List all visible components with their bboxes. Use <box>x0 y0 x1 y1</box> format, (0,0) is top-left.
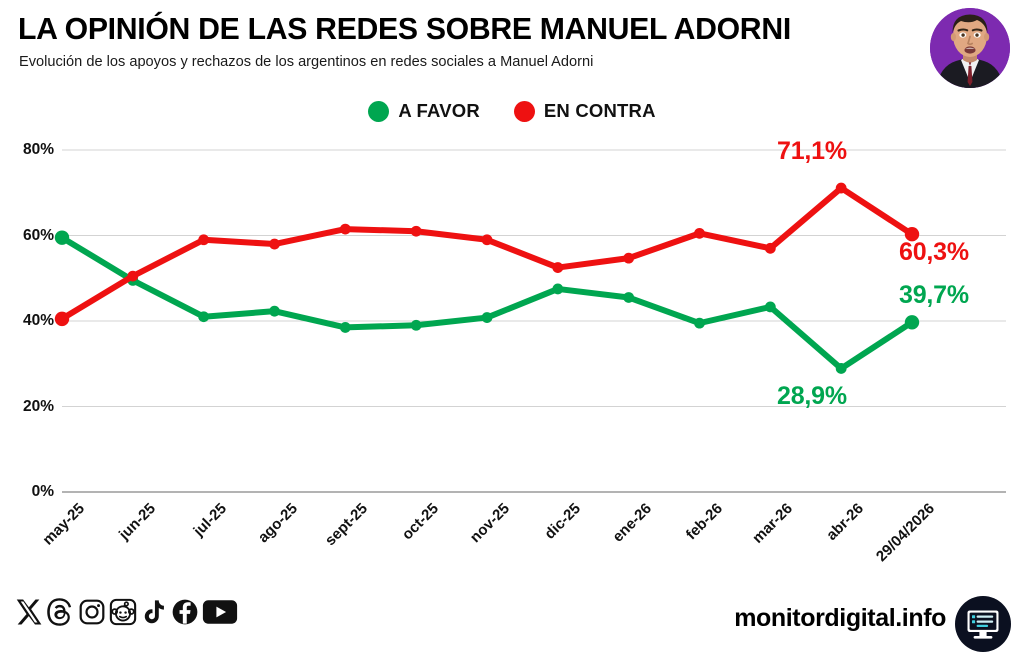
y-axis-tick-label: 80% <box>22 141 54 158</box>
facebook-icon[interactable] <box>171 598 199 626</box>
portrait-avatar <box>930 8 1010 88</box>
data-point[interactable] <box>339 322 351 333</box>
data-point[interactable] <box>269 305 280 317</box>
social-links <box>14 597 238 627</box>
series-a-favor <box>54 230 920 374</box>
legend-item-a-favor[interactable]: A FAVOR <box>368 100 480 122</box>
data-point[interactable] <box>764 242 776 254</box>
data-point[interactable] <box>198 234 210 246</box>
chart-canvas <box>54 149 1006 493</box>
chart-legend: A FAVOR EN CONTRA <box>0 100 1024 122</box>
reddit-icon[interactable] <box>109 598 137 626</box>
data-point[interactable] <box>198 311 210 323</box>
legend-label-a-favor: A FAVOR <box>398 100 480 121</box>
series-en-contra <box>54 182 920 327</box>
brand-name: monitordigital.info <box>734 604 946 632</box>
header: LA OPINIÓN DE LAS REDES SOBRE MANUEL ADO… <box>0 0 1024 90</box>
data-point[interactable] <box>694 227 705 239</box>
x-twitter-icon[interactable] <box>14 597 44 627</box>
data-point[interactable] <box>694 317 705 329</box>
chart-gridlines <box>62 149 1006 493</box>
monitor-screen-badge <box>954 595 1012 653</box>
y-axis-tick-label: 60% <box>22 226 54 244</box>
data-point[interactable] <box>481 234 493 246</box>
data-point[interactable] <box>835 363 847 374</box>
data-point[interactable] <box>410 225 422 237</box>
value-annotation: 39,7% <box>899 281 969 309</box>
data-point[interactable] <box>835 182 847 194</box>
series-line <box>59 234 915 372</box>
data-point[interactable] <box>127 270 139 282</box>
data-point[interactable] <box>552 283 564 295</box>
page-title: LA OPINIÓN DE LAS REDES SOBRE MANUEL ADO… <box>18 12 791 46</box>
youtube-icon[interactable] <box>202 598 238 626</box>
data-point[interactable] <box>410 319 422 331</box>
legend-dot-red <box>513 100 535 122</box>
line-chart: 0% 20% 40% 60% 80% may-25 jun-25 jul-25 ago-25 s… <box>0 130 1024 565</box>
value-annotation: 71,1% <box>777 137 847 165</box>
legend-label-en-contra: EN CONTRA <box>543 100 656 121</box>
data-point[interactable] <box>764 301 776 313</box>
footer: monitordigital.info <box>0 590 1024 660</box>
data-point[interactable] <box>623 252 635 264</box>
data-point[interactable] <box>552 262 564 273</box>
legend-item-en-contra[interactable]: EN CONTRA <box>513 100 656 122</box>
page-subtitle: Evolución de los apoyos y rechazos de lo… <box>19 54 594 70</box>
data-point[interactable] <box>339 223 351 235</box>
series-line <box>59 185 915 322</box>
data-point[interactable] <box>269 238 280 250</box>
data-point[interactable] <box>904 227 920 242</box>
y-axis-tick-label: 20% <box>22 397 54 415</box>
data-point[interactable] <box>54 230 70 245</box>
data-point[interactable] <box>54 311 70 327</box>
legend-dot-green <box>368 100 390 122</box>
data-point[interactable] <box>481 312 493 323</box>
data-point[interactable] <box>623 292 635 303</box>
instagram-icon[interactable] <box>78 598 106 626</box>
value-annotation: 28,9% <box>777 382 847 410</box>
data-point[interactable] <box>904 315 920 330</box>
chart-series <box>54 182 920 374</box>
y-axis-tick-label: 40% <box>22 312 54 329</box>
value-annotation: 60,3% <box>899 238 969 266</box>
y-axis-tick-label: 0% <box>31 483 54 500</box>
tiktok-icon[interactable] <box>140 598 168 626</box>
threads-icon[interactable] <box>47 598 75 626</box>
